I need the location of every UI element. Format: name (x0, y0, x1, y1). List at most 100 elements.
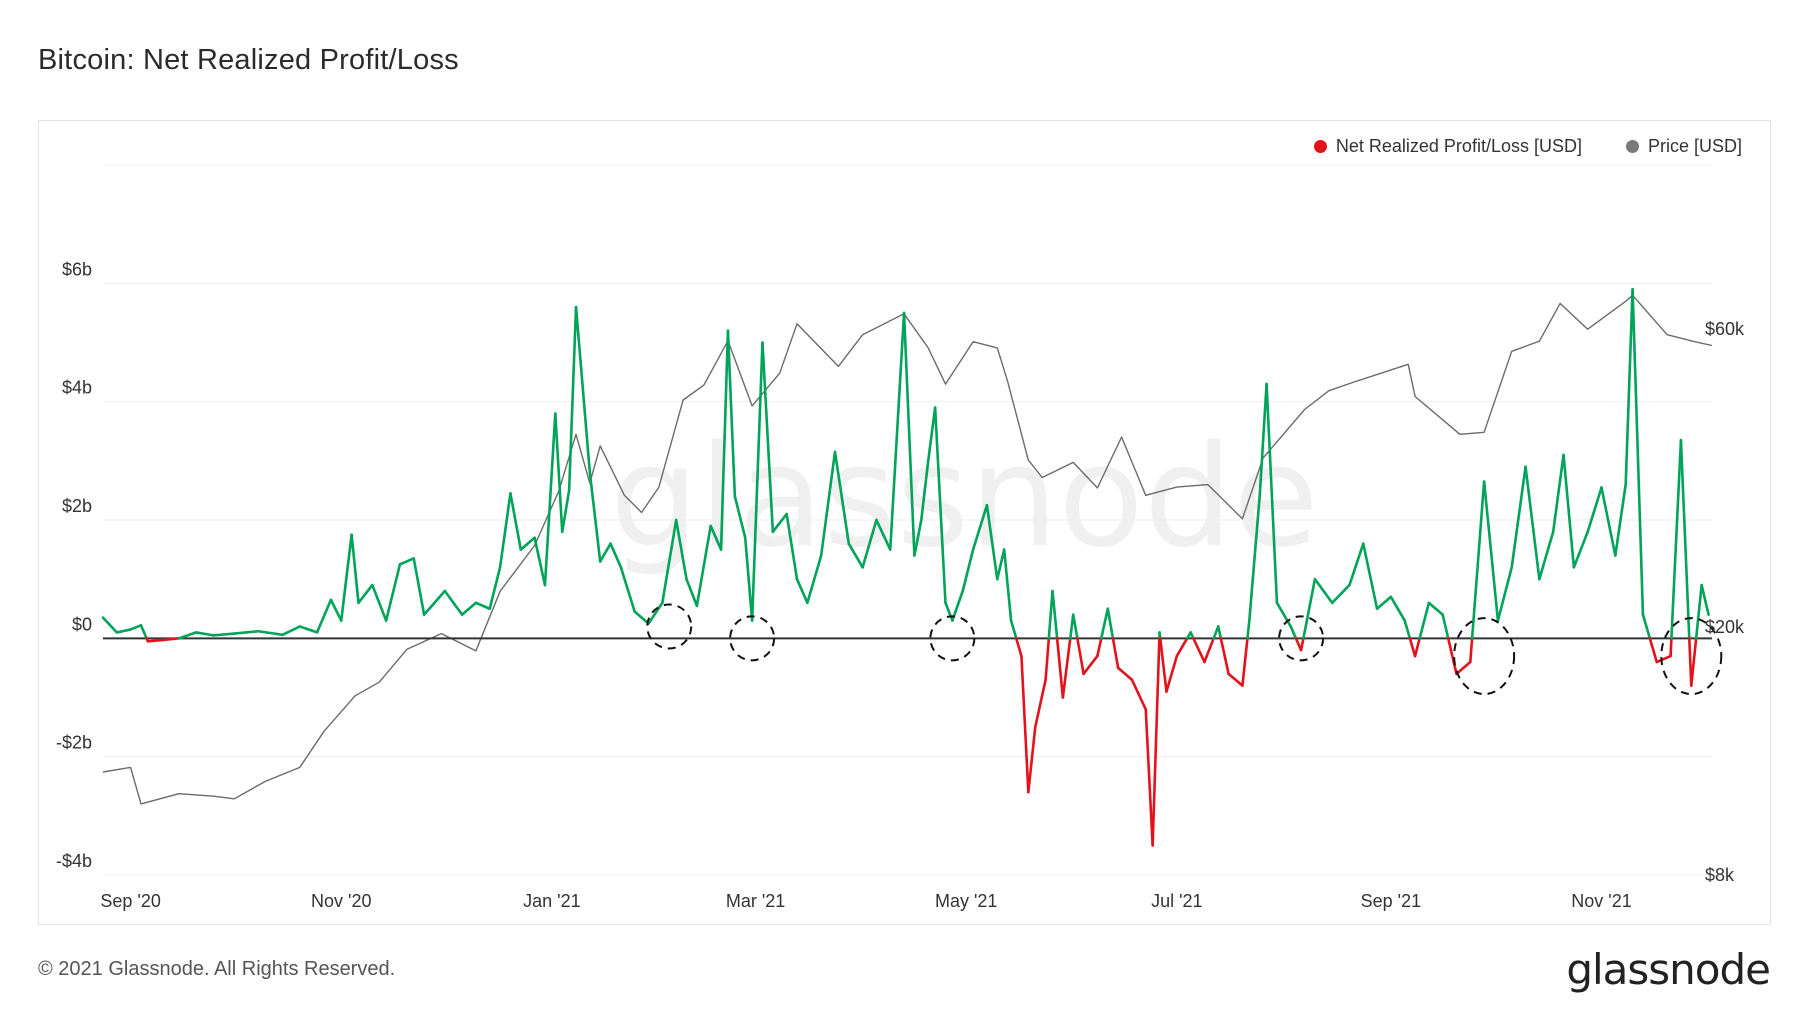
nrpl-segment (719, 329, 730, 551)
x-tick-label-2: Jan '21 (523, 891, 580, 911)
nrpl-segment (1670, 438, 1683, 640)
nrpl-segment (1413, 637, 1421, 658)
nrpl-segment (1044, 637, 1051, 682)
nrpl-segment (194, 631, 215, 637)
brand-logo[interactable]: glassnode (1566, 945, 1771, 994)
y-left-tick-label-2: $2b (62, 496, 92, 516)
nrpl-segment (115, 628, 132, 634)
annotation-circle-3 (1278, 615, 1325, 662)
nrpl-segment (1348, 542, 1365, 587)
nrpl-segment (971, 503, 989, 551)
nrpl-segment (1361, 542, 1379, 611)
nrpl-segment (1470, 480, 1486, 640)
nrpl-segment (1648, 637, 1659, 664)
nrpl-segment (329, 598, 343, 622)
nrpl-segment (1265, 382, 1279, 605)
nrpl-segment (1375, 595, 1393, 611)
nrpl-segment (771, 512, 788, 534)
nrpl-segment (519, 536, 536, 551)
nrpl-segment (474, 601, 492, 611)
nrpl-segment (1144, 708, 1154, 847)
nrpl-segment (1446, 637, 1458, 676)
nrpl-segment (139, 624, 148, 640)
nrpl-segment (695, 524, 712, 608)
annotation-circle-4 (1453, 617, 1516, 696)
y-right-tick-label-0: $60k (1705, 319, 1745, 339)
nrpl-segment (1600, 486, 1617, 557)
nrpl-segment (926, 406, 937, 463)
nrpl-segment (433, 589, 447, 605)
nrpl-segment (1175, 637, 1189, 658)
nrpl-segment (412, 557, 426, 616)
nrpl-segment (902, 311, 916, 557)
legend-item-price[interactable]: Price [USD] (1625, 136, 1742, 157)
nrpl-segment (1562, 453, 1576, 569)
nrpl-segment (298, 625, 319, 634)
nrpl-segment (384, 563, 402, 622)
nrpl-segment (1192, 637, 1206, 664)
y-right-tick-label-1: $20k (1705, 617, 1745, 637)
nrpl-segment (806, 554, 823, 605)
x-tick-label-7: Nov '21 (1571, 891, 1631, 911)
watermark: glassnode (610, 416, 1319, 579)
annotation-circle-0 (646, 603, 693, 650)
nrpl-segment (661, 518, 678, 605)
nrpl-segment (554, 412, 564, 534)
nrpl-segment (1014, 637, 1023, 658)
nrpl-segment (1299, 637, 1305, 652)
nrpl-segment (1313, 577, 1334, 605)
nrpl-segment (1258, 382, 1268, 498)
nrpl-segment (350, 533, 360, 605)
nrpl-segment (609, 542, 623, 569)
nrpl-segment (357, 583, 374, 605)
nrpl-segment (1071, 613, 1079, 640)
nrpl-segment (1246, 619, 1251, 640)
nrpl-segment (1427, 601, 1444, 616)
nrpl-segment (1241, 637, 1249, 687)
nrpl-segment (212, 632, 236, 637)
nrpl-segment (1538, 530, 1555, 581)
nrpl-segment (1099, 607, 1110, 640)
grid-lines (103, 164, 1712, 876)
nrpl-segment (1455, 660, 1472, 676)
nrpl-segment (1158, 637, 1168, 693)
x-tick-label-6: Sep '21 (1361, 891, 1422, 911)
nrpl-segment (1096, 637, 1103, 658)
nrpl-segment (1631, 287, 1645, 616)
nrpl-segment (933, 406, 947, 605)
nrpl-segment (733, 495, 747, 540)
nrpl-segment (177, 631, 198, 640)
nrpl-segment (1330, 583, 1351, 605)
nrpl-segment (101, 616, 119, 634)
legend-label-net-realized: Net Realized Profit/Loss [USD] (1335, 136, 1582, 156)
nrpl-segment (944, 601, 954, 622)
legend-item-net-realized[interactable]: Net Realized Profit/Loss [USD] (1313, 136, 1582, 157)
nrpl-segment (1289, 625, 1298, 640)
annotation-circle-5 (1660, 617, 1723, 696)
nrpl-segment (785, 512, 799, 581)
nrpl-segment (1408, 637, 1417, 658)
nrpl-segment (543, 412, 557, 587)
nrpl-segment (1469, 637, 1474, 664)
y-left-tick-label-1: $4b (62, 378, 92, 398)
nrpl-segment (1130, 678, 1148, 711)
y-right-tick-label-2: $8k (1705, 865, 1735, 885)
nrpl-segment (875, 518, 892, 551)
annotation-circle-1 (729, 615, 776, 662)
nrpl-segment (1679, 438, 1691, 640)
nrpl-segment (1061, 637, 1072, 699)
nrpl-segment (146, 638, 163, 643)
x-tick-label-1: Nov '20 (311, 891, 371, 911)
nrpl-segment (160, 637, 181, 642)
nrpl-segment (581, 388, 592, 474)
nrpl-segment (1020, 654, 1030, 794)
x-tick-label-5: Jul '21 (1151, 891, 1202, 911)
nrpl-segment (1055, 637, 1065, 699)
nrpl-segment (1524, 465, 1541, 581)
x-tick-label-3: Mar '21 (726, 891, 785, 911)
nrpl-segment (1009, 619, 1018, 640)
nrpl-segment (498, 492, 512, 569)
nrpl-segment (985, 503, 999, 581)
nrpl-segment (847, 542, 864, 569)
